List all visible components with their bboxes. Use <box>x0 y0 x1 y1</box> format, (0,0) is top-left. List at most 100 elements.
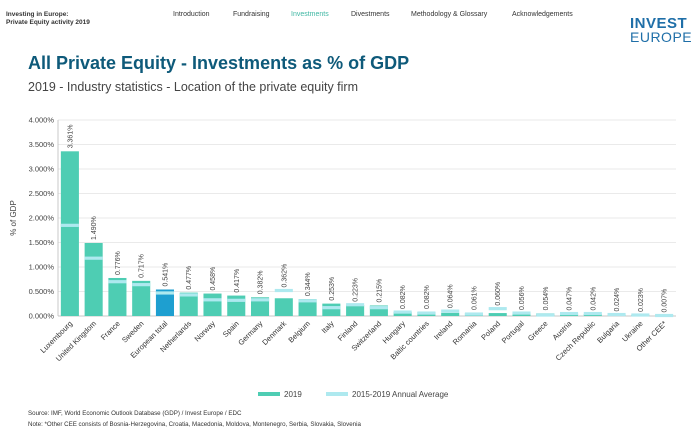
x-tick-label-23: Bulgaria <box>595 318 621 344</box>
footnote: Note: *Other CEE consists of Bosnia-Herz… <box>28 421 361 428</box>
x-tick-label-19: Portugal <box>500 319 526 345</box>
invest-europe-logo[interactable]: INVEST EUROPE <box>630 16 692 48</box>
data-label-19: 0.056% <box>519 286 526 310</box>
report-title: Investing in Europe: Private Equity acti… <box>6 11 90 27</box>
legend-label-average: 2015-2019 Annual Average <box>352 390 449 399</box>
y-tick-label: 2.000% <box>29 214 55 223</box>
data-label-7: 0.417% <box>234 269 241 293</box>
average-marker-0 <box>60 223 79 227</box>
x-tick-label-9: Denmark <box>260 319 288 347</box>
x-tick-label-7: Spain <box>221 319 241 339</box>
x-tick-label-17: Romania <box>451 318 479 346</box>
y-tick-label: 0.500% <box>29 287 55 296</box>
data-label-1: 1.490% <box>91 216 98 240</box>
average-marker-23 <box>607 312 626 317</box>
y-tick-label: 1.000% <box>29 263 55 272</box>
average-marker-25 <box>655 313 674 318</box>
x-tick-label-6: Norway <box>193 319 218 344</box>
data-label-17: 0.061% <box>471 286 478 310</box>
y-tick-label: 2.500% <box>29 189 55 198</box>
average-marker-21 <box>560 311 579 316</box>
bar-2019-16 <box>441 312 460 316</box>
average-marker-3 <box>132 283 151 287</box>
data-label-14: 0.082% <box>400 285 407 309</box>
average-marker-20 <box>536 313 555 317</box>
data-label-8: 0.382% <box>258 271 265 295</box>
y-axis-label: % of GDP <box>9 200 18 236</box>
report-title-line2: Private Equity activity 2019 <box>6 19 90 26</box>
average-marker-22 <box>583 311 602 316</box>
average-marker-7 <box>227 298 246 302</box>
data-label-10: 0.344% <box>305 272 312 296</box>
x-tick-label-20: Greece <box>526 319 550 343</box>
bar-2019-13 <box>369 305 388 316</box>
average-marker-10 <box>298 299 317 303</box>
page-title: All Private Equity - Investments as % of… <box>28 53 410 73</box>
legend-label-2019: 2019 <box>284 390 302 399</box>
data-label-6: 0.458% <box>210 267 217 291</box>
bar-2019-10 <box>298 299 317 316</box>
data-label-20: 0.054% <box>543 287 550 311</box>
average-marker-14 <box>393 310 412 314</box>
average-marker-4 <box>155 291 174 295</box>
y-tick-label: 3.000% <box>29 165 55 174</box>
average-marker-18 <box>488 307 507 311</box>
data-label-22: 0.042% <box>590 287 597 311</box>
bar-2019-4 <box>155 289 174 316</box>
nav-fundraising[interactable]: Fundraising <box>233 11 270 18</box>
nav-divestments[interactable]: Divestments <box>351 11 390 18</box>
nav-investments[interactable]: Investments <box>291 11 329 18</box>
data-label-9: 0.362% <box>281 264 288 288</box>
bar-2019-12 <box>346 305 365 316</box>
top-navigation-bar: Investing in Europe: Private Equity acti… <box>0 0 700 52</box>
bar-2019-9 <box>274 298 293 316</box>
data-label-15: 0.082% <box>424 285 431 309</box>
data-label-24: 0.023% <box>638 288 645 312</box>
nav-introduction[interactable]: Introduction <box>173 11 210 18</box>
nav-methodology-glossary[interactable]: Methodology & Glossary <box>411 11 488 18</box>
page-subtitle: 2019 - Industry statistics - Location of… <box>28 80 359 94</box>
data-label-2: 0.776% <box>115 251 122 275</box>
x-tick-label-2: France <box>99 319 122 342</box>
average-marker-11 <box>322 306 341 310</box>
nav-acknowledgements[interactable]: Acknowledgements <box>512 11 573 18</box>
average-marker-9 <box>274 288 293 293</box>
x-tick-label-8: Germany <box>236 319 264 347</box>
data-label-21: 0.047% <box>567 287 574 311</box>
bar-2019-6 <box>203 293 222 316</box>
average-marker-8 <box>251 298 270 302</box>
logo-line1: INVEST <box>630 15 688 32</box>
average-marker-5 <box>179 293 198 297</box>
data-label-12: 0.223% <box>353 278 360 302</box>
average-marker-12 <box>346 303 365 307</box>
data-label-16: 0.064% <box>448 284 455 308</box>
data-label-18: 0.060% <box>495 282 502 306</box>
average-marker-17 <box>464 312 483 316</box>
bar-2019-3 <box>132 280 151 316</box>
data-label-13: 0.215% <box>376 279 383 303</box>
bar-2019-7 <box>227 295 246 316</box>
data-label-11: 0.253% <box>329 277 336 301</box>
average-marker-19 <box>512 311 531 315</box>
y-tick-label: 1.500% <box>29 238 55 247</box>
average-marker-6 <box>203 298 222 302</box>
bar-2019-11 <box>322 303 341 316</box>
legend-swatch-average <box>326 392 348 396</box>
average-marker-13 <box>369 306 388 310</box>
average-marker-15 <box>417 311 436 315</box>
y-tick-label: 3.500% <box>29 140 55 149</box>
data-label-4: 0.541% <box>162 263 169 287</box>
average-marker-1 <box>84 256 103 260</box>
x-tick-label-16: Ireland <box>432 319 455 342</box>
data-label-5: 0.477% <box>186 266 193 290</box>
bar-2019-5 <box>179 292 198 316</box>
data-label-3: 0.717% <box>139 254 146 278</box>
report-title-line1: Investing in Europe: <box>6 11 69 18</box>
bar-2019-18 <box>488 313 507 316</box>
y-tick-label: 0.000% <box>29 312 55 321</box>
bar-2019-1 <box>84 242 103 316</box>
bar-2019-8 <box>251 297 270 316</box>
y-tick-label: 4.000% <box>29 116 55 125</box>
bar-2019-14 <box>393 311 412 316</box>
